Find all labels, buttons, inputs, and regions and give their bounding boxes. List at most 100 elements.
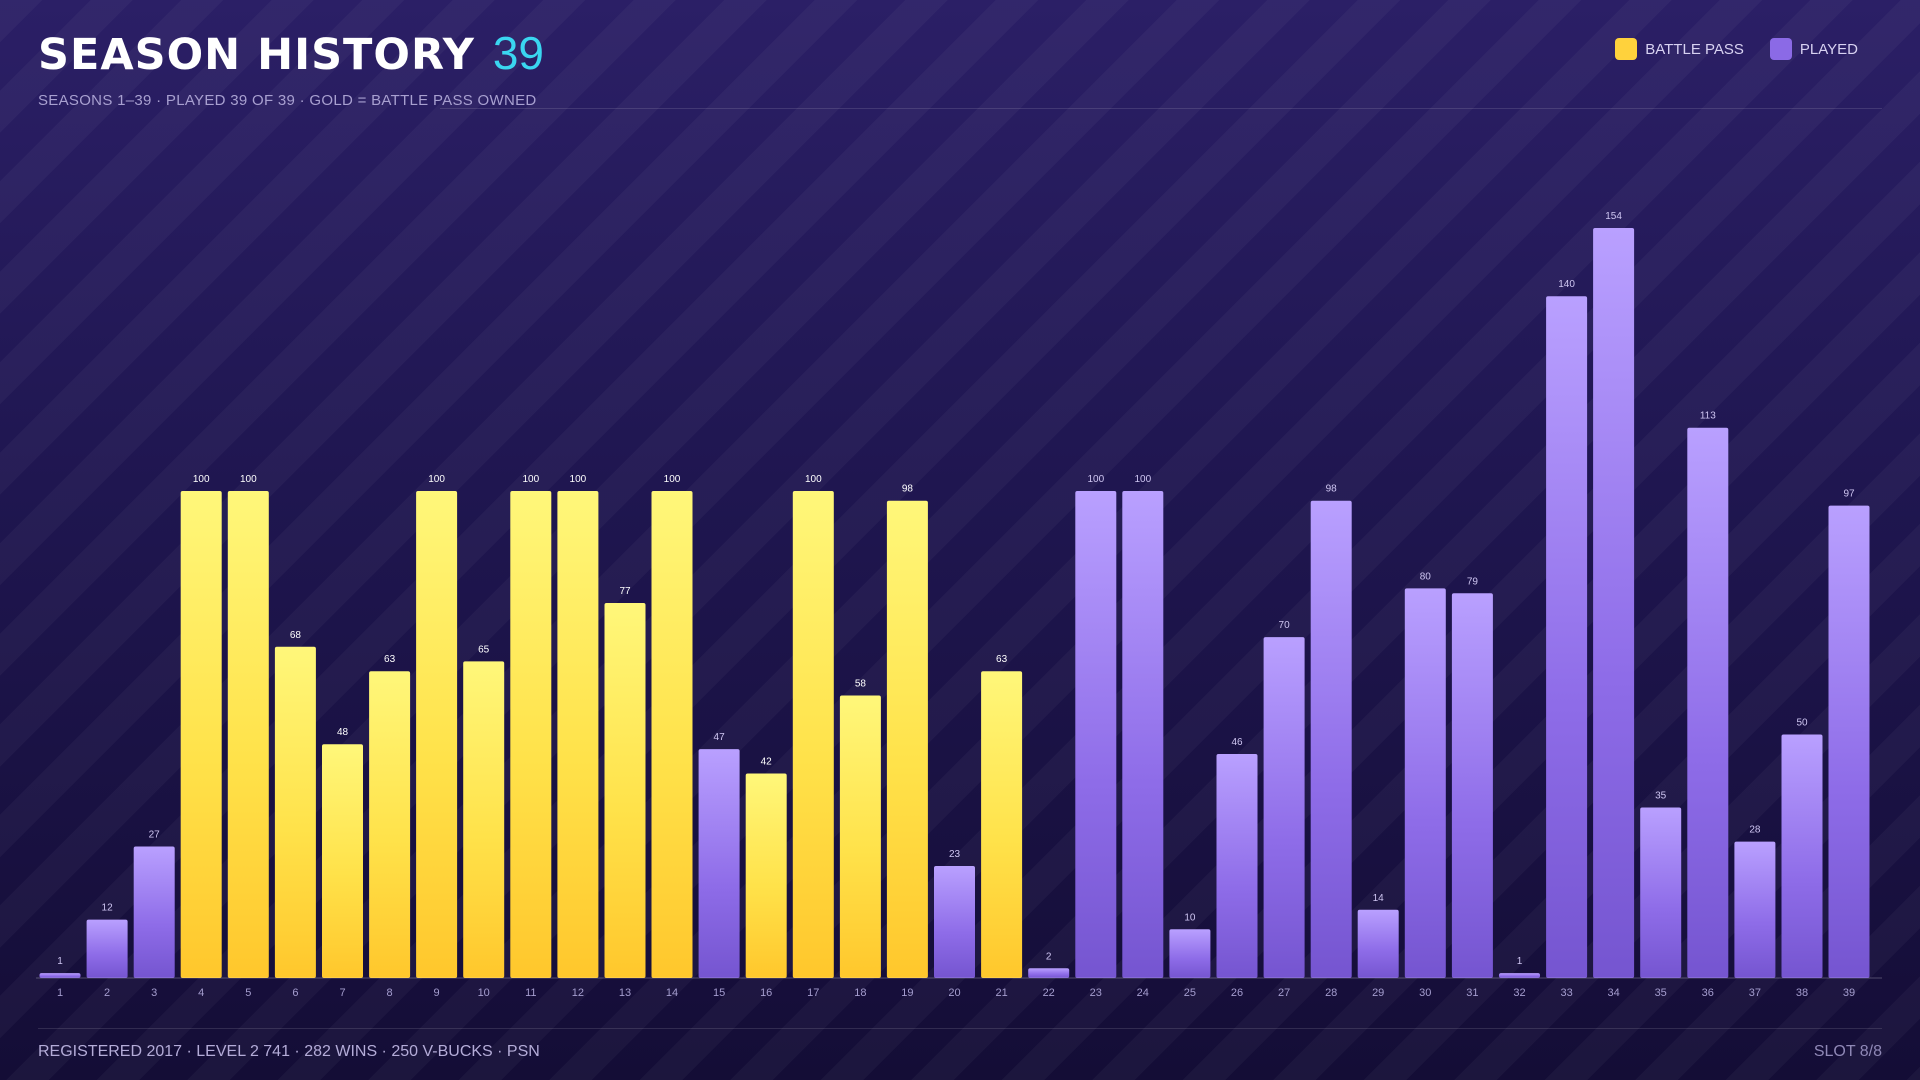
value-label-season-34: 154: [1605, 211, 1622, 222]
bar-season-15: [698, 749, 740, 978]
page-title: SEASON HISTORY: [38, 30, 475, 80]
x-tick-label-20: 20: [948, 987, 960, 999]
x-tick-label-1: 1: [57, 987, 63, 999]
value-label-season-27: 70: [1279, 620, 1291, 631]
x-tick-label-11: 11: [525, 987, 536, 999]
bar-season-18: [839, 695, 881, 978]
played-swatch: [1769, 38, 1792, 60]
value-label-season-17: 100: [805, 474, 822, 485]
bar-season-33: [1546, 296, 1588, 978]
x-tick-label-32: 32: [1513, 987, 1525, 999]
value-label-season-22: 2: [1046, 951, 1052, 962]
value-label-season-39: 97: [1843, 489, 1855, 500]
bar-season-5: [227, 491, 269, 978]
value-label-season-7: 48: [337, 727, 349, 738]
x-tick-label-22: 22: [1043, 987, 1055, 999]
x-tick-label-34: 34: [1607, 987, 1619, 999]
x-tick-label-19: 19: [901, 987, 913, 999]
value-label-season-10: 65: [478, 644, 490, 655]
x-tick-label-12: 12: [572, 987, 584, 999]
value-label-season-3: 27: [149, 830, 161, 841]
value-label-season-16: 42: [761, 757, 773, 768]
bar-season-29: [1357, 909, 1399, 978]
value-label-season-21: 63: [996, 654, 1008, 665]
value-label-season-12: 100: [570, 474, 587, 485]
bar-season-9: [416, 491, 458, 978]
x-tick-label-30: 30: [1419, 987, 1431, 999]
bar-season-30: [1404, 588, 1446, 978]
bar-season-11: [510, 491, 552, 978]
bar-season-38: [1781, 734, 1823, 978]
bar-season-19: [886, 500, 928, 978]
x-tick-label-16: 16: [760, 987, 772, 999]
x-tick-label-23: 23: [1090, 987, 1102, 999]
bar-season-1: [39, 973, 81, 978]
x-tick-label-9: 9: [434, 987, 440, 999]
x-tick-label-28: 28: [1325, 987, 1337, 999]
header: SEASON HISTORY 39 SEASONS 1–39 · PLAYED …: [38, 26, 544, 109]
bar-season-24: [1122, 491, 1164, 978]
value-label-season-35: 35: [1655, 791, 1667, 802]
x-tick-label-13: 13: [619, 987, 631, 999]
slot-indicator: SLOT 8/8: [1813, 1043, 1882, 1060]
x-tick-label-36: 36: [1702, 987, 1714, 999]
value-label-season-33: 140: [1558, 279, 1575, 290]
bar-season-28: [1310, 500, 1352, 978]
value-label-season-18: 58: [855, 679, 867, 690]
x-tick-label-8: 8: [387, 987, 393, 999]
bar-season-25: [1169, 929, 1211, 978]
x-tick-label-27: 27: [1278, 987, 1290, 999]
bar-season-27: [1263, 637, 1305, 978]
legend: BATTLE PASS PLAYED: [1615, 38, 1858, 60]
bar-season-34: [1593, 228, 1635, 978]
bar-season-31: [1451, 593, 1493, 978]
value-label-season-4: 100: [193, 474, 210, 485]
value-label-season-15: 47: [714, 732, 726, 743]
bar-season-21: [981, 671, 1023, 978]
x-tick-label-10: 10: [478, 987, 490, 999]
x-tick-label-14: 14: [666, 987, 678, 999]
x-tick-label-4: 4: [198, 987, 204, 999]
x-tick-label-26: 26: [1231, 987, 1243, 999]
value-label-season-6: 68: [290, 630, 302, 641]
value-label-season-5: 100: [240, 474, 257, 485]
x-tick-label-33: 33: [1560, 987, 1572, 999]
bar-season-13: [604, 603, 646, 978]
x-tick-label-31: 31: [1466, 987, 1478, 999]
legend-label-played: PLAYED: [1799, 40, 1858, 58]
x-tick-label-18: 18: [854, 987, 866, 999]
bar-season-6: [274, 646, 316, 978]
bar-season-17: [792, 491, 834, 978]
x-tick-label-38: 38: [1796, 987, 1808, 999]
bar-season-8: [369, 671, 411, 978]
season-count: 39: [492, 27, 545, 79]
value-label-season-25: 10: [1184, 912, 1196, 923]
x-tick-label-6: 6: [292, 987, 298, 999]
bar-season-39: [1828, 505, 1870, 978]
value-label-season-28: 98: [1326, 484, 1338, 495]
value-label-season-11: 100: [522, 474, 539, 485]
value-label-season-31: 79: [1467, 576, 1479, 587]
bar-season-36: [1687, 427, 1729, 978]
x-tick-label-21: 21: [995, 987, 1007, 999]
bar-season-23: [1075, 491, 1117, 978]
value-label-season-37: 28: [1749, 825, 1761, 836]
bar-season-32: [1499, 973, 1540, 978]
x-tick-label-39: 39: [1843, 987, 1855, 999]
x-tick-label-37: 37: [1749, 987, 1761, 999]
value-label-season-32: 1: [1517, 956, 1523, 967]
title-row: SEASON HISTORY 39: [38, 26, 544, 80]
x-tick-label-24: 24: [1137, 987, 1149, 999]
value-label-season-2: 12: [102, 903, 114, 914]
bar-season-26: [1216, 754, 1258, 978]
value-label-season-1: 1: [57, 956, 63, 967]
value-label-season-14: 100: [664, 474, 681, 485]
value-label-season-36: 113: [1700, 411, 1716, 422]
value-label-season-29: 14: [1373, 893, 1385, 904]
page-subtitle: SEASONS 1–39 · PLAYED 39 OF 39 · GOLD = …: [38, 92, 537, 109]
value-label-season-8: 63: [384, 654, 396, 665]
value-label-season-30: 80: [1420, 571, 1432, 582]
legend-label-battle-pass: BATTLE PASS: [1645, 40, 1744, 58]
x-tick-label-5: 5: [245, 987, 251, 999]
